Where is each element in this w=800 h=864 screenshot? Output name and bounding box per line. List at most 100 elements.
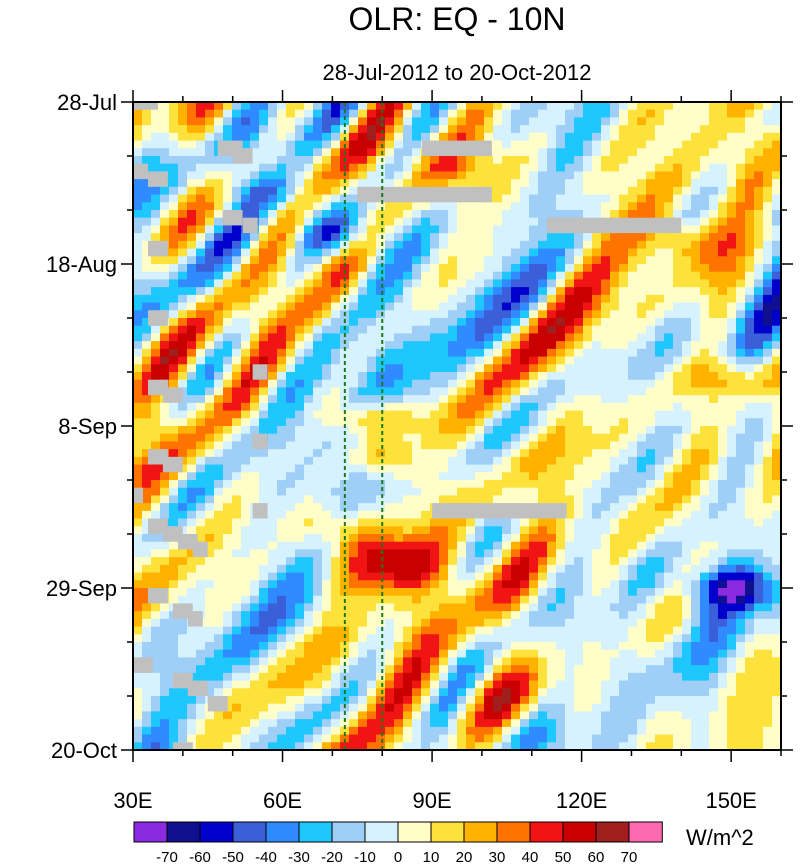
field-cell [286, 264, 296, 273]
field-cell [439, 395, 449, 404]
field-cell [277, 248, 287, 257]
field-cell [430, 109, 440, 119]
field-cell [700, 480, 710, 489]
field-cell [475, 333, 485, 342]
field-cell [574, 526, 584, 535]
field-cell [601, 534, 611, 543]
field-cell [430, 217, 440, 227]
field-cell [619, 102, 629, 111]
field-cell [556, 564, 566, 574]
field-cell [187, 117, 197, 126]
field-cell [268, 225, 278, 234]
field-cell [295, 318, 305, 327]
field-cell [763, 140, 773, 149]
field-cell [178, 225, 188, 234]
field-cell [439, 626, 449, 635]
field-cell [196, 318, 206, 327]
field-cell [259, 549, 269, 558]
field-cell [763, 472, 773, 481]
field-cell [574, 240, 584, 250]
field-cell [664, 464, 674, 473]
field-cell [142, 572, 152, 581]
field-cell [511, 618, 521, 628]
field-cell [538, 449, 548, 458]
field-cell [214, 526, 224, 535]
field-cell [169, 186, 179, 196]
field-cell [655, 248, 665, 257]
field-cell [520, 418, 530, 427]
field-cell [493, 618, 503, 628]
field-cell [151, 441, 161, 450]
field-cell [286, 487, 296, 497]
field-cell [763, 325, 773, 335]
field-cell [367, 418, 377, 427]
field-cell [538, 495, 548, 504]
field-cell [691, 186, 701, 196]
field-cell [421, 518, 431, 527]
field-cell [412, 480, 422, 489]
field-cell [727, 480, 737, 489]
field-cell [286, 541, 296, 551]
field-cell [682, 456, 692, 466]
field-cell [610, 611, 620, 620]
field-cell [133, 264, 143, 273]
field-cell [745, 611, 755, 620]
field-cell [646, 480, 656, 489]
field-cell [691, 456, 701, 466]
field-cell [529, 318, 539, 327]
field-cell [277, 318, 287, 327]
field-cell [196, 302, 206, 311]
field-cell [772, 233, 781, 242]
field-cell [376, 271, 386, 281]
field-cell [574, 426, 584, 435]
field-cell [313, 279, 323, 288]
field-cell [142, 202, 152, 211]
field-cell [763, 618, 773, 628]
field-cell [619, 325, 629, 335]
field-cell [376, 402, 386, 412]
field-cell [475, 179, 485, 188]
field-cell [394, 156, 404, 165]
field-cell [322, 611, 332, 620]
field-cell [151, 294, 161, 304]
field-cell [565, 333, 575, 342]
field-cell [457, 418, 467, 427]
field-cell [727, 310, 737, 319]
field-cell [421, 441, 431, 450]
field-cell [574, 588, 584, 597]
field-cell [709, 495, 719, 504]
field-cell [304, 140, 314, 149]
field-cell [169, 402, 179, 412]
field-cell [619, 194, 629, 203]
field-cell [412, 626, 422, 635]
field-cell [268, 256, 278, 265]
field-cell [511, 379, 521, 389]
field-cell [664, 626, 674, 635]
field-cell [556, 333, 566, 342]
field-cell [700, 348, 710, 358]
field-cell [511, 449, 521, 458]
field-cell [700, 495, 710, 504]
field-cell [682, 541, 692, 551]
field-cell [745, 564, 755, 574]
field-cell [142, 310, 152, 319]
field-cell [619, 526, 629, 535]
field-cell [520, 518, 530, 527]
field-cell [133, 271, 143, 281]
field-cell [205, 117, 215, 126]
field-cell [331, 287, 341, 296]
field-cell [358, 526, 368, 535]
field-cell [187, 132, 197, 142]
field-cell [448, 549, 458, 558]
field-cell [439, 426, 449, 435]
field-cell [376, 456, 386, 466]
field-cell [304, 487, 314, 497]
field-cell [250, 279, 260, 288]
field-cell [700, 402, 710, 412]
field-cell [160, 202, 170, 211]
field-cell [376, 449, 386, 458]
field-cell [754, 233, 764, 242]
field-cell [412, 202, 422, 211]
field-cell [628, 572, 638, 581]
field-cell [439, 125, 449, 134]
